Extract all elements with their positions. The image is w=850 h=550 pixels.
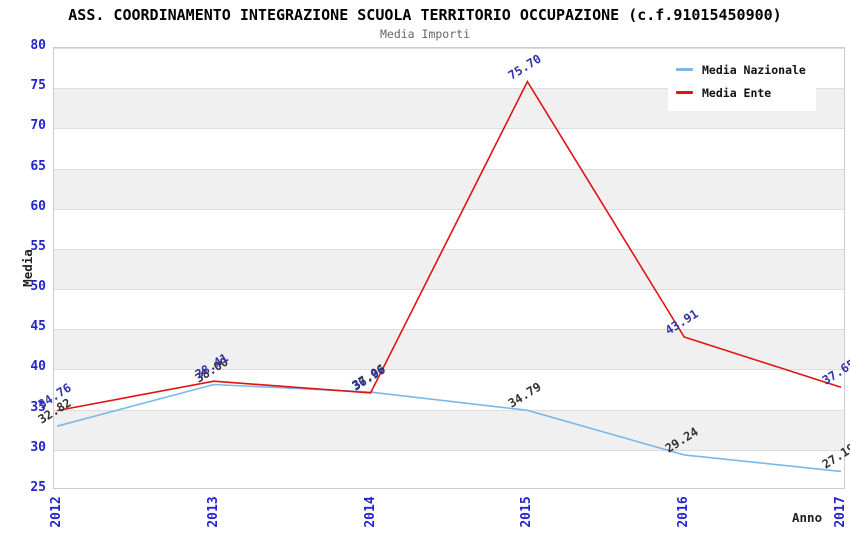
gridline	[54, 48, 844, 49]
x-tick-label: 2014	[362, 496, 378, 528]
y-tick-label: 60	[30, 198, 46, 214]
chart-title: ASS. COORDINAMENTO INTEGRAZIONE SCUOLA T…	[68, 6, 782, 24]
chart-subtitle: Media Importi	[379, 27, 470, 41]
gridline	[54, 208, 844, 210]
x-tick-label: 2017	[833, 496, 848, 528]
x-tick-label: 2013	[205, 496, 221, 528]
y-tick-label: 45	[30, 319, 46, 335]
plot-band	[54, 168, 844, 209]
gridline	[54, 369, 844, 371]
legend-label: Media Ente	[702, 85, 772, 100]
plot-band	[54, 248, 844, 290]
y-tick-label: 25	[30, 480, 46, 495]
y-tick-label: 40	[30, 359, 46, 375]
x-tick-label: 2015	[519, 496, 535, 528]
plot-band	[54, 409, 844, 450]
gridline	[54, 409, 844, 411]
x-axis-title: Anno	[792, 510, 823, 525]
legend-item-media-ente: Media Ente	[676, 81, 806, 104]
legend-item-media-nazionale: Media Nazionale	[676, 58, 806, 81]
plot-area	[53, 47, 845, 489]
gridline	[54, 168, 844, 170]
y-tick-label: 80	[30, 38, 46, 53]
legend-label: Media Nazionale	[702, 62, 806, 77]
y-tick-label: 55	[30, 238, 46, 254]
gridline	[54, 329, 844, 331]
legend: Media Nazionale Media Ente	[668, 53, 816, 111]
legend-swatch-media-ente	[676, 91, 693, 94]
y-tick-label: 30	[30, 439, 46, 455]
y-tick-label: 35	[30, 399, 46, 415]
y-tick-label: 50	[30, 279, 46, 295]
gridline	[54, 248, 844, 250]
y-tick-label: 65	[30, 158, 46, 174]
plot-band	[54, 329, 844, 370]
y-tick-label: 75	[30, 78, 46, 94]
legend-swatch-media-nazionale	[676, 68, 693, 71]
x-tick-label: 2012	[49, 496, 64, 528]
x-tick-label: 2016	[676, 496, 692, 528]
gridline	[54, 128, 844, 130]
y-tick-label: 70	[30, 118, 46, 134]
gridline	[54, 449, 844, 451]
gridline	[54, 289, 844, 291]
